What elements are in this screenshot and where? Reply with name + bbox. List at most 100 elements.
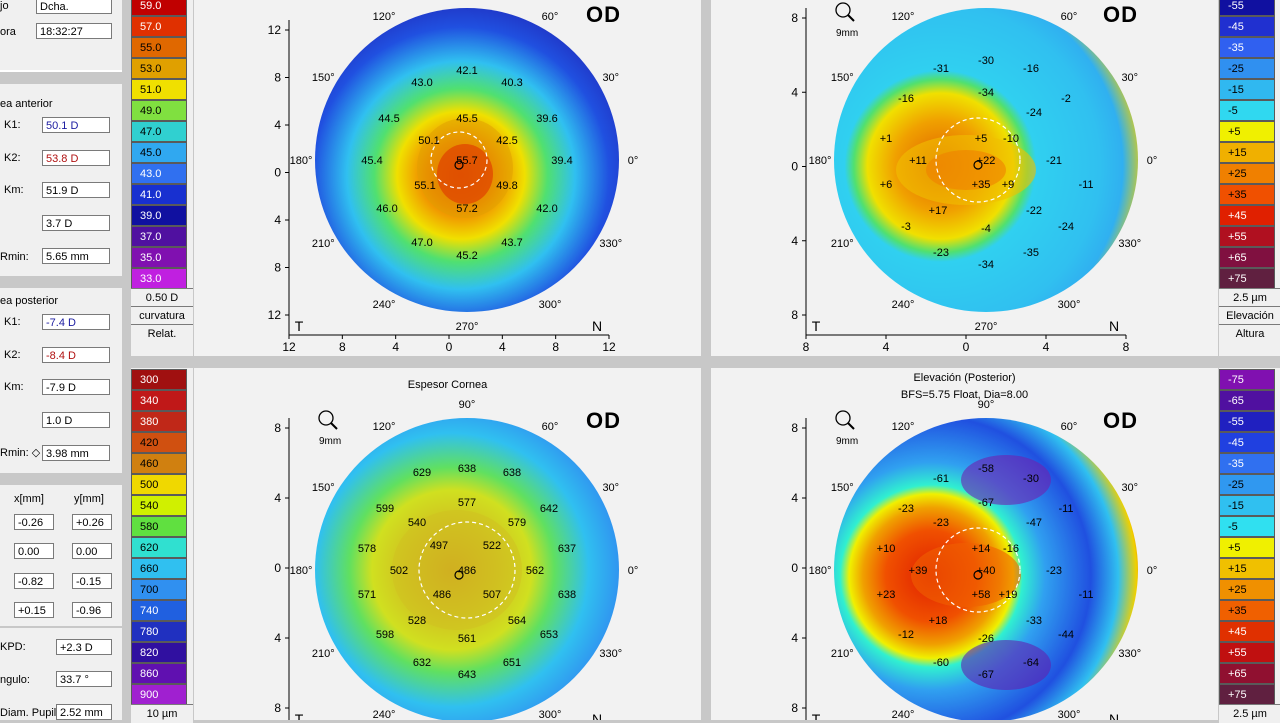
degree-label: 90° [459,0,476,1]
eye-indicator: OD [1103,2,1138,27]
coord-y-4[interactable]: -0.96 [72,602,112,618]
coord-y-2[interactable]: 0.00 [72,543,112,559]
scale-cell: 460 [131,452,193,474]
ant-k1-field[interactable]: 50.1 D [42,117,110,133]
eye-indicator: OD [1103,408,1138,433]
map-anterior-curvature[interactable]: 12 8 4 0 4 8 12 12 8 4 0 4 8 12 90° 60° 30° 0° 330° 300° 270… [194,0,701,356]
post-astig-field[interactable]: 1.0 D [42,412,110,428]
x-tick-label: 12 [602,340,616,354]
scale-value: -15 [1219,495,1275,516]
coord-x-3[interactable]: -0.82 [14,573,54,589]
degree-label: 180° [809,155,832,167]
kpd-field[interactable]: +2.3 D [56,639,112,655]
y-tick-label: 4 [791,491,798,505]
scale-value: -75 [1219,369,1275,390]
pupil-outline [935,117,1021,203]
coord-x-4[interactable]: +0.15 [14,602,54,618]
scale-cell: -15 [1219,494,1280,516]
scale-value: +15 [1219,142,1275,163]
map-value: 45.5 [456,113,477,125]
map-value: +18 [929,615,948,627]
map-posterior-elevation[interactable]: Elevación (Posterior) BFS=5.75 Float, Di… [711,368,1218,723]
map-value: -24 [1026,107,1042,119]
map-value: 42.5 [496,135,517,147]
scale-cell: +75 [1219,683,1280,705]
degree-label: 30° [602,482,619,494]
post-k2-field[interactable]: -8.4 D [42,347,110,363]
degree-label: 30° [1121,72,1138,84]
scale-value: 380 [131,411,187,432]
map-value: -24 [1058,221,1074,233]
degree-label: 330° [599,648,622,660]
map-value: -11 [1078,179,1093,191]
left-info-panel: jo Dcha. ora 18:32:27 ea anterior K1: 50… [0,0,122,720]
scale-cell: 620 [131,536,193,558]
degree-label: 300° [1058,299,1081,311]
map-value: 502 [390,565,408,577]
anterior-title: ea anterior [0,98,53,110]
kpd-label: KPD: [0,641,26,653]
map-value: -64 [1023,657,1039,669]
contour-band [961,455,1051,505]
map-value: -23 [1046,565,1062,577]
scale-value: 860 [131,663,187,684]
y-tick-label: 0 [791,160,798,174]
elevation-scale: -55 -45 -35 -25 -15 -5 +5 +15 +25 +35 +45 +55 +65 +75… [1219,0,1280,356]
scale-cell: 51.0 [131,78,193,100]
map-anterior-elevation[interactable]: 8 4 0 4 8 8 4 0 4 8 90° 60° 30° 0° 330° 300° 270° 240° 210… [711,0,1218,356]
map-thickness[interactable]: Espesor Cornea 840488404890°60°30°0°330°… [194,368,701,723]
ant-rmin-field[interactable]: 5.65 mm [42,248,110,264]
y-header: y[mm] [74,493,104,505]
eye-field[interactable]: Dcha. [36,0,112,14]
x-tick-label: 4 [392,340,399,354]
post-km-field[interactable]: -7.9 D [42,379,110,395]
map-value: 579 [508,517,526,529]
map-value: 651 [503,657,521,669]
coord-x-1[interactable]: -0.26 [14,514,54,530]
map-value: 55.1 [414,180,435,192]
degree-label: 90° [978,0,995,1]
scale-value: 580 [131,516,187,537]
map-value: 638 [558,589,576,601]
divider [0,626,122,628]
degree-label: 0° [1147,565,1158,577]
map-value: 599 [376,503,394,515]
y-tick-label: 0 [791,561,798,575]
post-rmin-field[interactable]: 3.98 mm [42,445,110,461]
map-title-1: Elevación (Posterior) [913,372,1016,384]
scale-cell: 59.0 [131,0,193,16]
degree-label: 330° [599,238,622,250]
zoom-icon [835,2,855,22]
scale-cell: -65 [1219,389,1280,411]
ant-km-field[interactable]: 51.9 D [42,182,110,198]
degree-label: 300° [539,709,562,720]
post-k1-field[interactable]: -7.4 D [42,314,110,330]
axis-frame: 12 8 4 0 4 8 12 12 8 4 0 4 8 12 [268,20,616,354]
ant-astig-field[interactable]: 3.7 D [42,215,110,231]
pupil-field[interactable]: 2.52 mm [56,704,112,720]
coord-x-2[interactable]: 0.00 [14,543,54,559]
map-value: +19 [999,589,1018,601]
post-k2-label: K2: [4,349,21,361]
scale-value: 300 [131,369,187,390]
map-value: -67 [978,669,994,681]
scale-value: -45 [1219,432,1275,453]
map-value: +23 [877,589,896,601]
ant-k2-label: K2: [4,152,21,164]
scale-value: 39.0 [131,205,187,226]
coord-y-3[interactable]: -0.15 [72,573,112,589]
scale-value: 49.0 [131,100,187,121]
ant-k2-field[interactable]: 53.8 D [42,150,110,166]
map-value: 43.0 [411,77,432,89]
map-value: -23 [933,247,949,259]
degree-label: 120° [892,11,915,23]
map-title-2: BFS=5.75 Float, Dia=8.00 [900,389,1029,401]
map-value: +35 [972,179,991,191]
angle-field[interactable]: 33.7 ° [56,671,112,687]
x-tick-label: 8 [1123,340,1130,354]
coord-y-1[interactable]: +0.26 [72,514,112,530]
time-field[interactable]: 18:32:27 [36,23,112,39]
scale-cell: +45 [1219,204,1280,226]
degree-label: 150° [831,482,854,494]
scale-cell: 500 [131,473,193,495]
